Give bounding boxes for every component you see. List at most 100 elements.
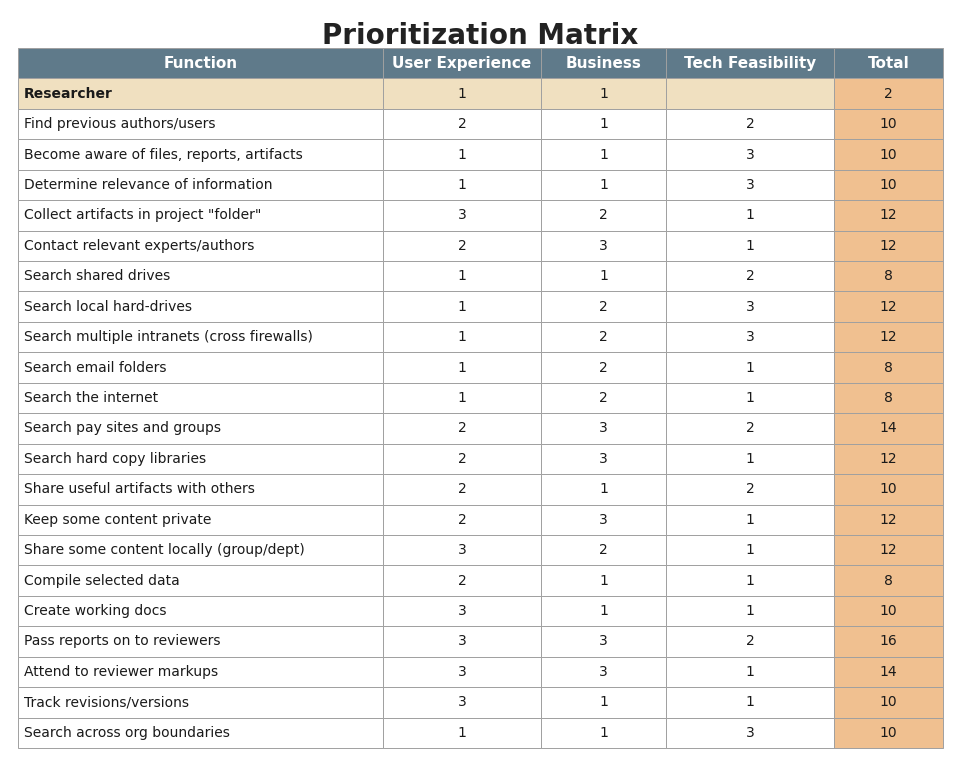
- Bar: [834, 505, 943, 535]
- Bar: [541, 261, 666, 292]
- Text: 3: 3: [599, 512, 608, 527]
- Bar: [834, 383, 943, 413]
- Text: Search hard copy libraries: Search hard copy libraries: [24, 452, 206, 466]
- Text: 10: 10: [879, 725, 898, 740]
- Text: Contact relevant experts/authors: Contact relevant experts/authors: [24, 239, 255, 253]
- Bar: [383, 322, 541, 352]
- Bar: [18, 170, 383, 200]
- Text: 12: 12: [879, 208, 898, 222]
- Bar: [666, 535, 834, 565]
- Text: 8: 8: [884, 361, 893, 374]
- Text: 1: 1: [457, 391, 466, 405]
- Bar: [18, 413, 383, 443]
- Text: 10: 10: [879, 148, 898, 161]
- Text: 1: 1: [599, 574, 608, 587]
- Text: Share useful artifacts with others: Share useful artifacts with others: [24, 482, 255, 496]
- Bar: [383, 383, 541, 413]
- Text: 2: 2: [599, 208, 608, 222]
- Bar: [834, 200, 943, 230]
- Text: 3: 3: [746, 725, 754, 740]
- Text: Determine relevance of information: Determine relevance of information: [24, 178, 273, 192]
- Bar: [666, 139, 834, 170]
- Bar: [18, 626, 383, 656]
- Bar: [383, 718, 541, 748]
- Bar: [541, 443, 666, 474]
- Text: Prioritization Matrix: Prioritization Matrix: [322, 22, 639, 50]
- Text: 12: 12: [879, 239, 898, 253]
- Text: 10: 10: [879, 178, 898, 192]
- Text: Create working docs: Create working docs: [24, 604, 166, 618]
- Bar: [834, 443, 943, 474]
- Text: 2: 2: [746, 634, 754, 649]
- Bar: [666, 230, 834, 261]
- Text: 3: 3: [457, 634, 466, 649]
- Bar: [18, 443, 383, 474]
- Bar: [383, 596, 541, 626]
- Bar: [383, 535, 541, 565]
- Text: 2: 2: [457, 512, 466, 527]
- Text: 2: 2: [746, 482, 754, 496]
- Bar: [541, 505, 666, 535]
- Bar: [834, 170, 943, 200]
- Bar: [383, 474, 541, 505]
- Bar: [18, 352, 383, 383]
- Bar: [666, 565, 834, 596]
- Text: Function: Function: [163, 56, 237, 70]
- Text: 2: 2: [746, 117, 754, 131]
- Text: 14: 14: [879, 421, 898, 435]
- Bar: [383, 626, 541, 656]
- Text: 12: 12: [879, 452, 898, 466]
- Text: 1: 1: [599, 725, 608, 740]
- Bar: [18, 505, 383, 535]
- Bar: [834, 139, 943, 170]
- Text: 1: 1: [746, 512, 754, 527]
- Bar: [834, 718, 943, 748]
- Text: 2: 2: [599, 299, 608, 314]
- Text: 1: 1: [746, 208, 754, 222]
- Text: 1: 1: [746, 391, 754, 405]
- Bar: [666, 78, 834, 109]
- Bar: [541, 688, 666, 718]
- Bar: [666, 352, 834, 383]
- Text: 2: 2: [457, 239, 466, 253]
- Bar: [383, 688, 541, 718]
- Bar: [383, 656, 541, 688]
- Bar: [666, 48, 834, 78]
- Bar: [18, 656, 383, 688]
- Text: Search pay sites and groups: Search pay sites and groups: [24, 421, 221, 435]
- Text: 2: 2: [457, 421, 466, 435]
- Bar: [18, 78, 383, 109]
- Bar: [666, 261, 834, 292]
- Bar: [666, 200, 834, 230]
- Bar: [666, 688, 834, 718]
- Text: 1: 1: [599, 269, 608, 283]
- Bar: [666, 505, 834, 535]
- Bar: [834, 626, 943, 656]
- Text: 2: 2: [884, 86, 893, 101]
- Text: Search shared drives: Search shared drives: [24, 269, 170, 283]
- Text: Tech Feasibility: Tech Feasibility: [684, 56, 816, 70]
- Text: Search across org boundaries: Search across org boundaries: [24, 725, 230, 740]
- Bar: [541, 413, 666, 443]
- Text: Business: Business: [566, 56, 641, 70]
- Bar: [834, 474, 943, 505]
- Bar: [666, 322, 834, 352]
- Text: 2: 2: [457, 452, 466, 466]
- Text: 3: 3: [457, 543, 466, 557]
- Bar: [834, 78, 943, 109]
- Bar: [666, 383, 834, 413]
- Bar: [834, 48, 943, 78]
- Bar: [18, 718, 383, 748]
- Bar: [18, 322, 383, 352]
- Bar: [18, 48, 383, 78]
- Text: Become aware of files, reports, artifacts: Become aware of files, reports, artifact…: [24, 148, 303, 161]
- Text: 1: 1: [746, 604, 754, 618]
- Bar: [383, 352, 541, 383]
- Bar: [541, 383, 666, 413]
- Text: 3: 3: [457, 665, 466, 679]
- Bar: [834, 596, 943, 626]
- Bar: [834, 656, 943, 688]
- Text: 16: 16: [879, 634, 898, 649]
- Bar: [541, 474, 666, 505]
- Bar: [666, 170, 834, 200]
